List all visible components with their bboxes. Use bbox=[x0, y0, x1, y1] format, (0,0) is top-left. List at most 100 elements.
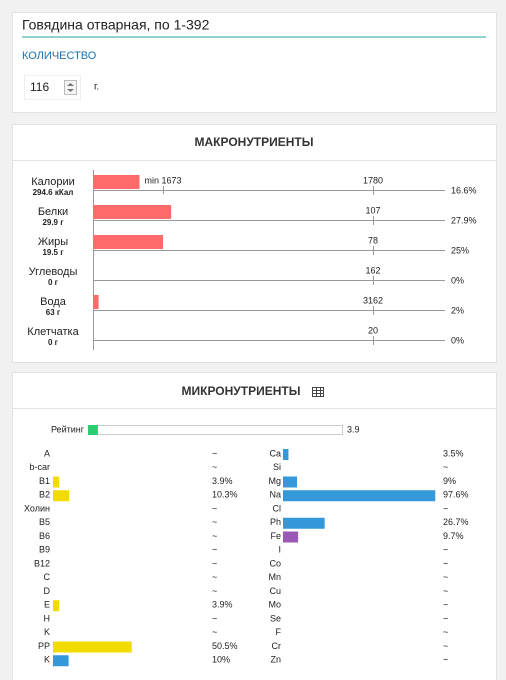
micro-percent: 10.3% bbox=[212, 490, 238, 500]
nutrient-amount: 19.5 г bbox=[42, 248, 64, 257]
nutrient-name: Белки bbox=[38, 206, 68, 218]
micro-name: A bbox=[44, 448, 50, 458]
macro-bar bbox=[93, 235, 163, 249]
micro-percent: 3.9% bbox=[212, 476, 233, 486]
micro-percent: ~ bbox=[212, 531, 217, 541]
rating-value: 3.9 bbox=[347, 424, 360, 434]
micro-name: D bbox=[44, 586, 51, 596]
spinner[interactable] bbox=[64, 80, 77, 95]
micro-percent: ~ bbox=[212, 558, 217, 568]
nutrient-amount: 0 г bbox=[48, 278, 59, 287]
micro-percent: ~ bbox=[212, 627, 217, 637]
micro-name: Холин bbox=[24, 503, 50, 513]
quantity-label: КОЛИЧЕСТВО bbox=[22, 50, 97, 62]
nutrient-amount: 294.6 кКал bbox=[33, 188, 74, 197]
micro-percent: ~ bbox=[443, 586, 448, 596]
micro-name: Mg bbox=[268, 476, 281, 486]
table-icon[interactable] bbox=[312, 387, 324, 398]
percent-label: 27.9% bbox=[451, 215, 477, 225]
micro-bar bbox=[53, 600, 60, 612]
micro-bar bbox=[283, 476, 298, 488]
micro-name: B6 bbox=[39, 531, 50, 541]
micro-percent: ~ bbox=[443, 627, 448, 637]
micro-name: Fe bbox=[270, 531, 281, 541]
food-title[interactable]: Говядина отварная, по 1-392 bbox=[22, 17, 210, 33]
quantity[interactable]: 116 bbox=[30, 80, 49, 94]
micro-bar bbox=[283, 531, 299, 543]
micro-percent: ~ bbox=[443, 572, 448, 582]
micro-bar bbox=[53, 476, 60, 488]
card bbox=[12, 12, 497, 113]
micro-percent: ~ bbox=[212, 572, 217, 582]
nutrient-amount: 29.9 г bbox=[42, 218, 64, 227]
micro-percent: 26.7% bbox=[443, 517, 469, 527]
nutrient-amount: 0 г bbox=[48, 338, 59, 347]
macro-bar bbox=[93, 175, 140, 189]
micro-percent: ~ bbox=[443, 600, 448, 610]
micro-name: B12 bbox=[34, 558, 50, 568]
micro-percent: ~ bbox=[443, 503, 448, 513]
micro-percent: 9% bbox=[443, 476, 456, 486]
micro-percent: ~ bbox=[212, 545, 217, 555]
micro-percent: ~ bbox=[212, 586, 217, 596]
percent-label: 0% bbox=[451, 275, 464, 285]
micro-percent: ~ bbox=[443, 613, 448, 623]
nutrient-name: Вода bbox=[40, 296, 67, 308]
spinner-arrows bbox=[67, 83, 74, 92]
nutrient-name: Калории bbox=[31, 176, 75, 188]
micro-bar bbox=[53, 490, 70, 502]
micro-name: I bbox=[278, 545, 281, 555]
micro-bar bbox=[283, 449, 289, 460]
rating-label: Рейтинг bbox=[51, 424, 85, 434]
micro-percent: 9.7% bbox=[443, 531, 464, 541]
norm-label: 20 bbox=[368, 325, 378, 335]
nutrient-name: Углеводы bbox=[29, 266, 78, 278]
macro-bar bbox=[93, 295, 99, 309]
percent-label: 16.6% bbox=[451, 185, 477, 195]
norm-label: 1780 bbox=[363, 175, 383, 185]
micro-bar bbox=[53, 655, 69, 667]
micro-percent: ~ bbox=[443, 641, 448, 651]
rating-track bbox=[88, 425, 343, 435]
micro-name: Cl bbox=[273, 503, 282, 513]
micro-name: E bbox=[44, 600, 50, 610]
micro-percent: ~ bbox=[212, 613, 217, 623]
micro-name: Zn bbox=[270, 655, 281, 665]
micro-name: B5 bbox=[39, 517, 50, 527]
micro-name: Cu bbox=[269, 586, 281, 596]
nutrient-name: Жиры bbox=[38, 236, 68, 248]
norm-label: 107 bbox=[365, 205, 380, 215]
micro-percent: ~ bbox=[443, 655, 448, 665]
micro-percent: ~ bbox=[443, 545, 448, 555]
norm-label: 78 bbox=[368, 235, 378, 245]
micro-name: B1 bbox=[39, 476, 50, 486]
micro-name: Cr bbox=[272, 641, 282, 651]
micro-name: B9 bbox=[39, 545, 50, 555]
micro-name: K bbox=[44, 627, 50, 637]
norm-label: 3162 bbox=[363, 295, 383, 305]
micro-percent: ~ bbox=[212, 462, 217, 472]
micro-bar bbox=[53, 641, 132, 653]
min-label: min 1673 bbox=[144, 175, 181, 185]
percent-label: 0% bbox=[451, 335, 464, 345]
micro-name: Mo bbox=[268, 600, 281, 610]
nutrient-amount: 63 г bbox=[46, 308, 61, 317]
micro-bar bbox=[283, 490, 436, 502]
micro-percent: ~ bbox=[443, 462, 448, 472]
nutrient-name: Клетчатка bbox=[27, 326, 79, 338]
micro-name: Si bbox=[273, 462, 281, 472]
micro-name: PP bbox=[38, 641, 50, 651]
micro-percent: 10% bbox=[212, 655, 230, 665]
micro-name: C bbox=[44, 572, 51, 582]
norm-label: 162 bbox=[365, 265, 380, 275]
section-title: МАКРОНУТРИЕНТЫ bbox=[194, 135, 313, 149]
micro-name: b-car bbox=[29, 462, 50, 472]
percent-label: 2% bbox=[451, 305, 464, 315]
micro-name: K bbox=[44, 655, 50, 665]
micro-percent: 97.6% bbox=[443, 490, 469, 500]
macro-bar bbox=[93, 205, 172, 219]
micro-name: Ph bbox=[270, 517, 281, 527]
micro-name: Mn bbox=[268, 572, 281, 582]
section-title: МИКРОНУТРИЕНТЫ bbox=[182, 384, 301, 398]
